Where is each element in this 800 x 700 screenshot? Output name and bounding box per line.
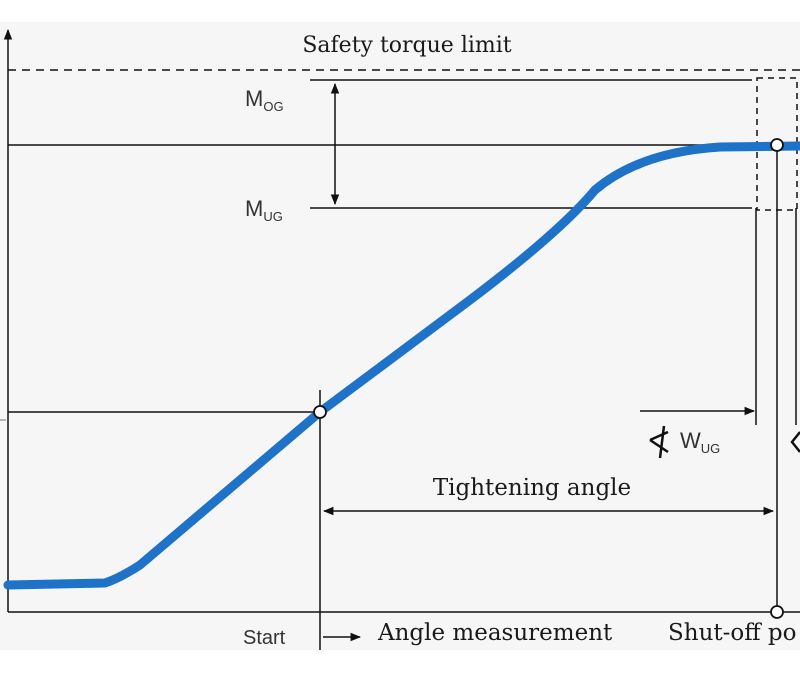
threshold-point-marker: [313, 405, 327, 419]
start-label: Start: [243, 627, 286, 649]
torque-curve: [3, 141, 800, 590]
shutoff-angle-marker: [770, 605, 784, 619]
angle-measurement-label: Angle measurement: [377, 620, 613, 646]
angle-icon-partial: [790, 431, 800, 453]
angle-icon: [649, 425, 669, 459]
tightening-angle-label: Tightening angle: [433, 475, 631, 501]
diagram-background: [0, 22, 800, 650]
m-ug-label: MUG: [245, 196, 283, 224]
safety-torque-limit-label: Safety torque limit: [302, 33, 511, 58]
shutoff-torque-marker: [770, 138, 784, 152]
shutoff-point-label: Shut-off po: [668, 620, 796, 646]
w-ug-label: WUG: [680, 428, 720, 456]
m-og-label: MOG: [245, 86, 284, 114]
